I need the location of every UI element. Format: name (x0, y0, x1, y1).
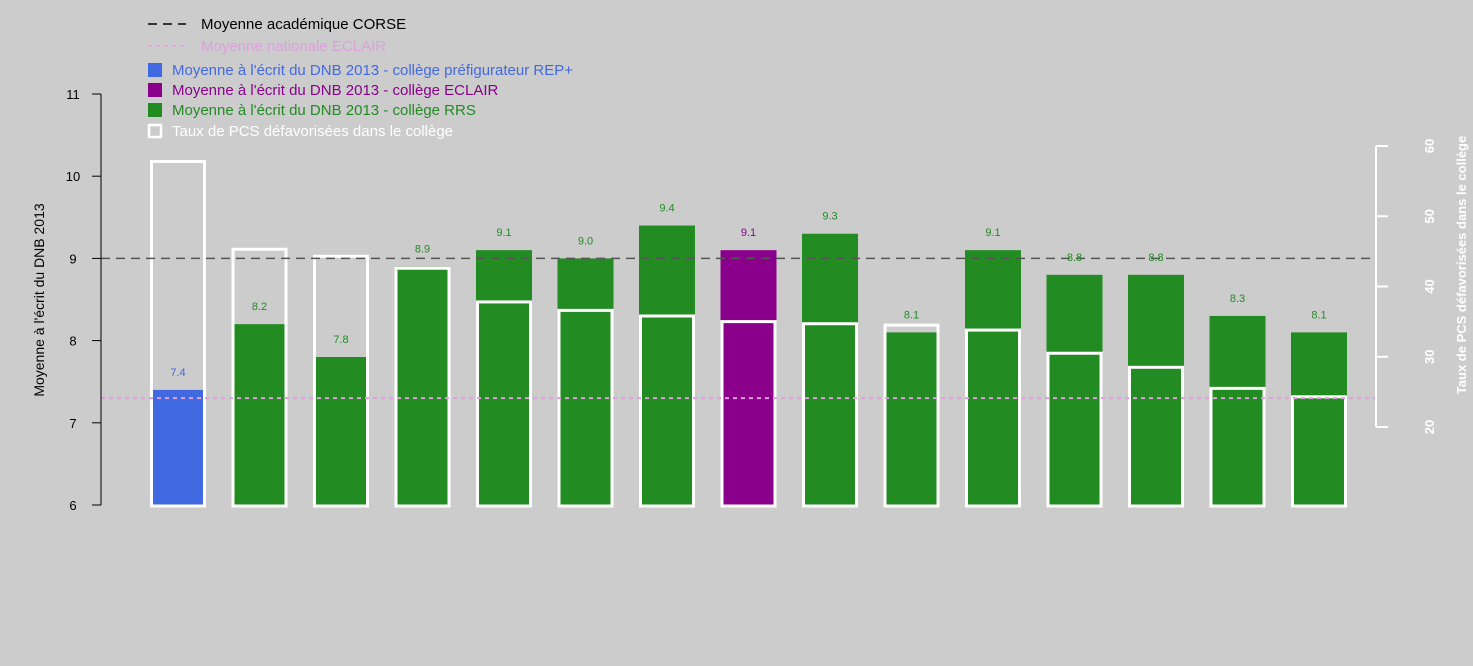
y-tick-label: 9 (69, 251, 76, 266)
bar (394, 266, 451, 505)
legend-label: Moyenne nationale ECLAIR (201, 38, 386, 55)
bars-layer (150, 225, 1347, 506)
value-label: 9.1 (741, 227, 756, 239)
y-tick-label: 7 (69, 416, 76, 431)
bar (639, 225, 695, 505)
pcs-outline (1291, 395, 1347, 508)
value-label: 8.8 (1067, 252, 1082, 264)
y-tick-label: 11 (66, 87, 80, 102)
pcs-outline (965, 328, 1021, 508)
legend-label: Moyenne académique CORSE (201, 16, 406, 33)
legend-label: Moyenne à l'écrit du DNB 2013 - collège … (172, 62, 573, 79)
value-label: 9.0 (578, 235, 593, 247)
value-label: 7.4 (170, 367, 185, 379)
value-labels-layer: 7.4 8.2 7.8 8.9 9.1 9.0 9.4 9.1 9.3 8.1 9.1 8.8 8.8 8… (170, 203, 1326, 379)
y2-axis-title: Taux de PCS défavorisées dans le collège (1454, 136, 1469, 394)
right-axis: 20 30 40 50 60 (1375, 139, 1437, 434)
value-label: 9.1 (985, 227, 1000, 239)
value-label: 9.4 (659, 203, 674, 215)
pcs-outlines-layer (150, 159, 1347, 508)
y2-tick-label: 40 (1422, 279, 1437, 293)
legend: Moyenne académique CORSE Moyenne national… (147, 16, 573, 140)
bar (965, 250, 1021, 505)
bar (313, 357, 369, 505)
legend-label: Moyenne à l'écrit du DNB 2013 - collège … (172, 82, 499, 99)
pcs-outline (476, 300, 532, 508)
pcs-outline (1046, 351, 1103, 508)
bar (1291, 332, 1347, 505)
y-axis-title: Moyenne à l'écrit du DNB 2013 (31, 203, 47, 397)
pcs-outline (883, 323, 940, 508)
value-label: 9.1 (496, 227, 511, 239)
bar (802, 233, 858, 506)
legend-label: Moyenne à l'écrit du DNB 2013 - collège … (172, 102, 476, 119)
pcs-outline (720, 320, 777, 508)
reference-lines-layer (101, 257, 1376, 400)
y2-tick-label: 50 (1422, 209, 1437, 223)
y-tick-label: 10 (66, 169, 80, 184)
value-label: 8.1 (904, 309, 919, 321)
value-label: 7.8 (333, 334, 348, 346)
y-tick-label: 6 (69, 498, 76, 513)
bar (150, 389, 206, 505)
bar (1209, 315, 1266, 505)
value-label: 8.3 (1230, 293, 1245, 305)
bar (557, 258, 614, 505)
pcs-outline (639, 314, 695, 508)
legend-label: Taux de PCS défavorisées dans le collège (172, 123, 453, 140)
left-axis: 6 7 8 9 10 11 (66, 87, 102, 513)
value-label: 8.2 (252, 301, 267, 313)
bar (883, 332, 940, 505)
bar (231, 324, 288, 505)
legend-swatch (147, 123, 163, 139)
pcs-outline (802, 322, 858, 508)
bar (1128, 274, 1184, 505)
y2-tick-label: 30 (1422, 350, 1437, 364)
legend-swatch (148, 83, 162, 97)
pcs-outline (1209, 386, 1266, 508)
pcs-outline (150, 159, 206, 508)
bar (720, 250, 777, 505)
y2-tick-label: 60 (1422, 139, 1437, 153)
pcs-outline (394, 266, 451, 508)
value-label: 8.9 (415, 244, 430, 256)
legend-swatch (148, 103, 162, 117)
value-label: 8.8 (1148, 252, 1163, 264)
y2-tick-label: 20 (1422, 420, 1437, 434)
value-label: 8.1 (1311, 309, 1326, 321)
legend-swatch (148, 63, 162, 77)
pcs-outline (231, 247, 288, 508)
bar (1046, 274, 1103, 505)
y-tick-label: 8 (69, 334, 76, 349)
bar (476, 250, 532, 505)
pcs-outline (313, 254, 369, 508)
pcs-outline (1128, 365, 1184, 508)
value-label: 9.3 (822, 211, 837, 223)
pcs-outline (557, 308, 614, 508)
